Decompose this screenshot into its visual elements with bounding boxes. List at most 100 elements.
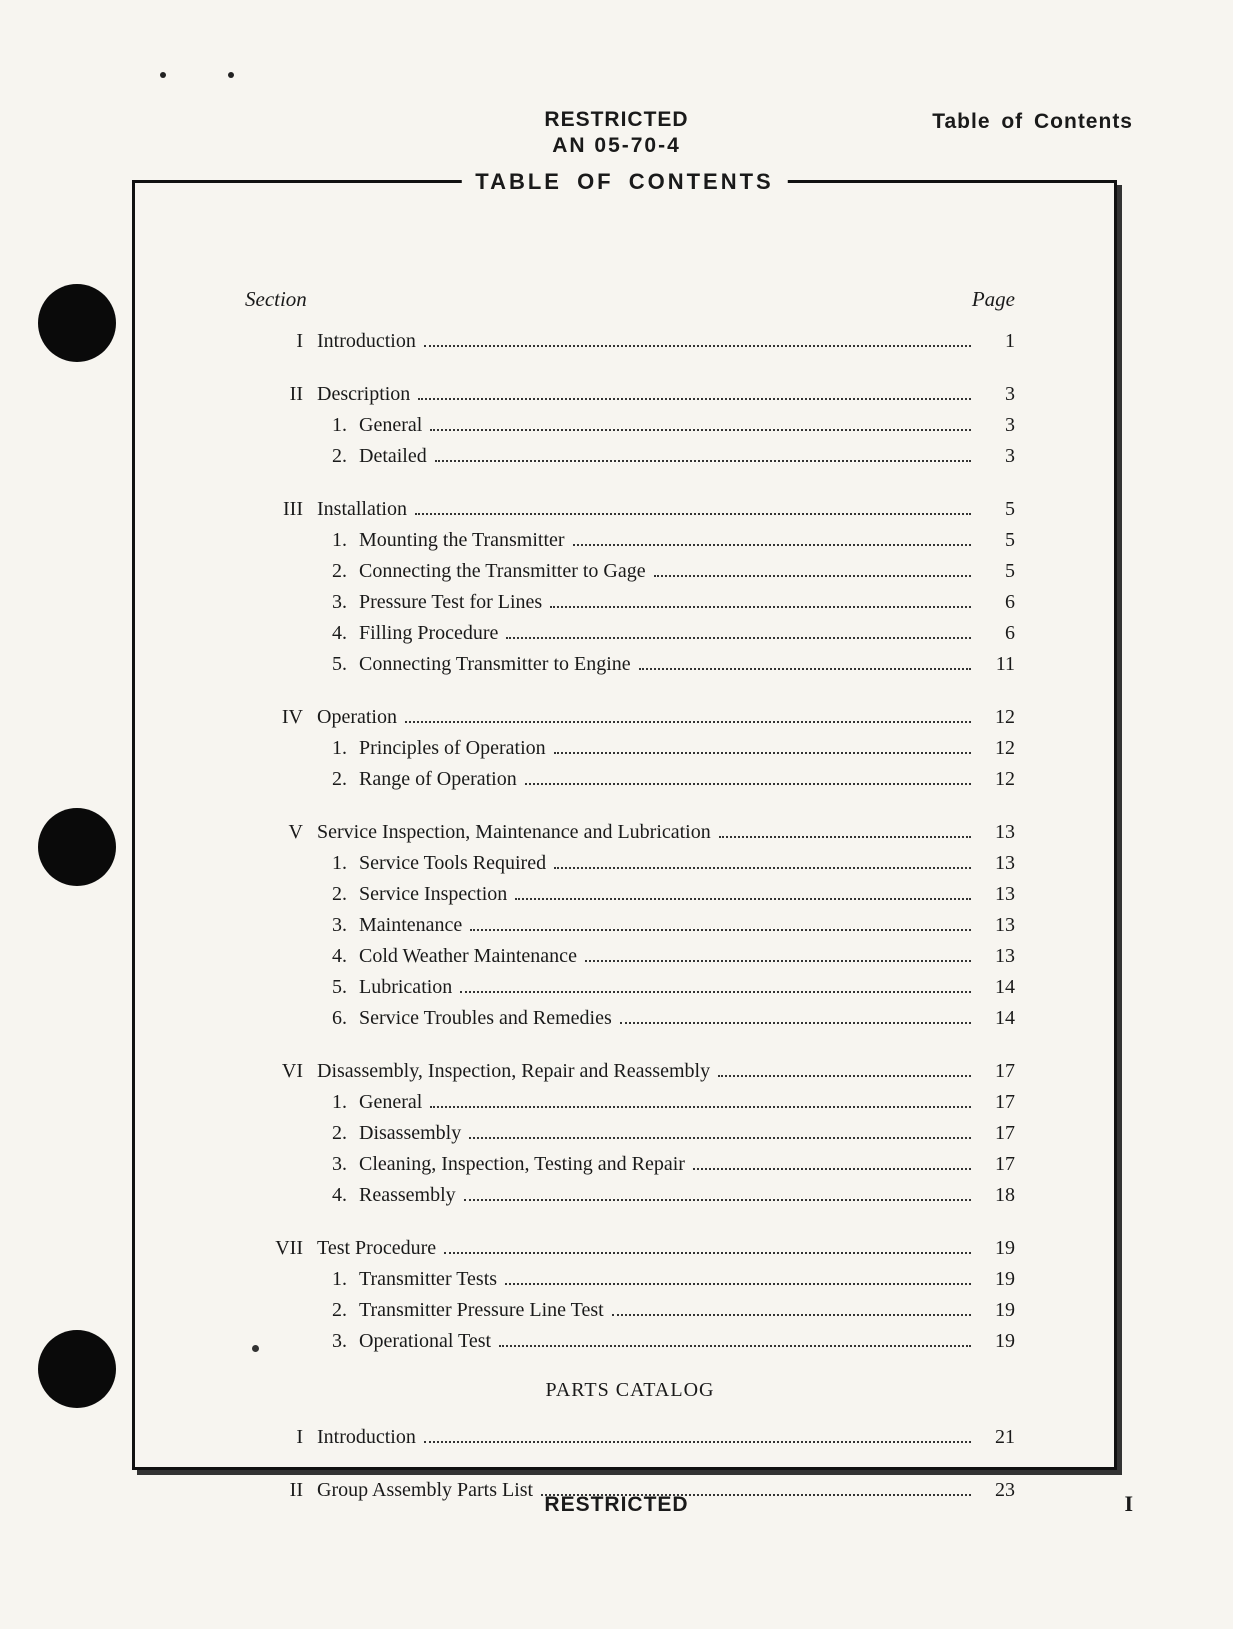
section-title: Installation — [317, 494, 407, 525]
leader-dots — [505, 1282, 971, 1285]
toc-subsection-row: 3.Operational Test 19 — [317, 1326, 1015, 1357]
section-block: VIDisassembly, Inspection, Repair and Re… — [245, 1056, 1015, 1211]
section-page: 5 — [977, 494, 1015, 525]
section-block: IIIInstallation51.Mounting the Transmitt… — [245, 494, 1015, 680]
section-page: 13 — [977, 817, 1015, 848]
toc-subsection-row: 4.Reassembly18 — [317, 1180, 1015, 1211]
section-title: Group Assembly Parts List — [317, 1475, 533, 1506]
subsection-page: 14 — [977, 1003, 1015, 1034]
toc-subsection-row: 2.Detailed3 — [317, 441, 1015, 472]
leader-dots — [718, 1074, 971, 1077]
subsection-title: Principles of Operation — [359, 733, 546, 764]
leader-dots — [464, 1198, 971, 1201]
leader-dots — [693, 1167, 971, 1170]
subsection-title: Connecting Transmitter to Engine — [359, 649, 631, 680]
toc-subsection-row: 1.Mounting the Transmitter5 — [317, 525, 1015, 556]
subsection-list: 1.Principles of Operation122.Range of Op… — [317, 733, 1015, 795]
leader-dots — [499, 1344, 971, 1347]
leader-dots — [430, 1105, 971, 1108]
subsection-title: Service Troubles and Remedies — [359, 1003, 612, 1034]
subsection-page: 6 — [977, 618, 1015, 649]
leader-dots — [470, 928, 971, 931]
subsection-title: Transmitter Pressure Line Test — [359, 1295, 604, 1326]
subsection-title: Pressure Test for Lines — [359, 587, 542, 618]
subsection-title: Reassembly — [359, 1180, 456, 1211]
toc-subsection-row: 2.Connecting the Transmitter to Gage 5 — [317, 556, 1015, 587]
section-roman: V — [245, 817, 317, 848]
subsection-title: Connecting the Transmitter to Gage — [359, 556, 646, 587]
leader-dots — [550, 605, 971, 608]
subsection-number: 2. — [317, 764, 359, 795]
toc-section-row: VService Inspection, Maintenance and Lub… — [245, 817, 1015, 848]
subsection-page: 3 — [977, 410, 1015, 441]
section-block: VService Inspection, Maintenance and Lub… — [245, 817, 1015, 1034]
subsection-number: 2. — [317, 879, 359, 910]
subsection-page: 19 — [977, 1326, 1015, 1357]
subsection-title: Service Inspection — [359, 879, 507, 910]
section-page: 3 — [977, 379, 1015, 410]
subsection-title: General — [359, 1087, 422, 1118]
leader-dots — [654, 574, 971, 577]
subsection-title: Transmitter Tests — [359, 1264, 497, 1295]
leader-dots — [515, 897, 971, 900]
binder-hole — [38, 284, 116, 362]
leader-dots — [573, 543, 971, 546]
subsection-number: 6. — [317, 1003, 359, 1034]
subsection-number: 3. — [317, 910, 359, 941]
content-frame: TABLE OF CONTENTS Section Page IIntroduc… — [132, 180, 1117, 1470]
subsection-page: 18 — [977, 1180, 1015, 1211]
classification-top: RESTRICTED — [544, 108, 688, 131]
subsection-number: 1. — [317, 1264, 359, 1295]
leader-dots — [460, 990, 971, 993]
toc-body: Section Page IIntroduction1IIDescription… — [245, 287, 1015, 1528]
subsection-title: Disassembly — [359, 1118, 461, 1149]
col-header-page: Page — [972, 287, 1015, 312]
toc-subsection-row: 5.Lubrication14 — [317, 972, 1015, 1003]
page-number: I — [1124, 1491, 1133, 1517]
subsection-title: Range of Operation — [359, 764, 517, 795]
leader-dots — [415, 512, 971, 515]
toc-subsection-row: 1.General17 — [317, 1087, 1015, 1118]
toc-subsection-row: 1.Transmitter Tests19 — [317, 1264, 1015, 1295]
subsection-number: 1. — [317, 848, 359, 879]
section-roman: VI — [245, 1056, 317, 1087]
toc-section-row: VIDisassembly, Inspection, Repair and Re… — [245, 1056, 1015, 1087]
section-roman: IV — [245, 702, 317, 733]
subsection-number: 3. — [317, 1326, 359, 1357]
doc-number: AN 05-70-4 — [544, 134, 688, 158]
subsection-page: 19 — [977, 1295, 1015, 1326]
subsection-page: 3 — [977, 441, 1015, 472]
header-right-label: Table of Contents — [932, 110, 1133, 134]
toc-subsection-row: 2.Transmitter Pressure Line Test19 — [317, 1295, 1015, 1326]
toc-subsection-row: 2.Disassembly 17 — [317, 1118, 1015, 1149]
section-roman: II — [245, 379, 317, 410]
section-title: Introduction — [317, 1422, 416, 1453]
toc-section-row: IVOperation12 — [245, 702, 1015, 733]
subsection-number: 2. — [317, 556, 359, 587]
binder-hole — [38, 1330, 116, 1408]
toc-subsection-row: 3.Cleaning, Inspection, Testing and Repa… — [317, 1149, 1015, 1180]
section-page: 1 — [977, 326, 1015, 357]
subsection-page: 11 — [977, 649, 1015, 680]
section-block: IIntroduction1 — [245, 326, 1015, 357]
toc-section-row: IIntroduction21 — [245, 1422, 1015, 1453]
section-block: IIDescription31.General32.Detailed3 — [245, 379, 1015, 472]
subsection-title: Service Tools Required — [359, 848, 546, 879]
toc-section-row: IIIInstallation5 — [245, 494, 1015, 525]
leader-dots — [639, 667, 971, 670]
subsection-page: 17 — [977, 1118, 1015, 1149]
subsection-number: 4. — [317, 941, 359, 972]
section-block: VIITest Procedure191.Transmitter Tests19… — [245, 1233, 1015, 1357]
subsection-list: 1.General172.Disassembly 173.Cleaning, In… — [317, 1087, 1015, 1211]
leader-dots — [424, 344, 971, 347]
subsection-page: 5 — [977, 556, 1015, 587]
toc-subsection-row: 3.Maintenance13 — [317, 910, 1015, 941]
subsection-page: 12 — [977, 764, 1015, 795]
toc-subsection-row: 4.Filling Procedure6 — [317, 618, 1015, 649]
subsection-number: 2. — [317, 1118, 359, 1149]
subsection-list: 1.General32.Detailed3 — [317, 410, 1015, 472]
subsection-title: Operational Test — [359, 1326, 491, 1357]
leader-dots — [719, 835, 971, 838]
section-roman: VII — [245, 1233, 317, 1264]
section-title: Disassembly, Inspection, Repair and Reas… — [317, 1056, 710, 1087]
